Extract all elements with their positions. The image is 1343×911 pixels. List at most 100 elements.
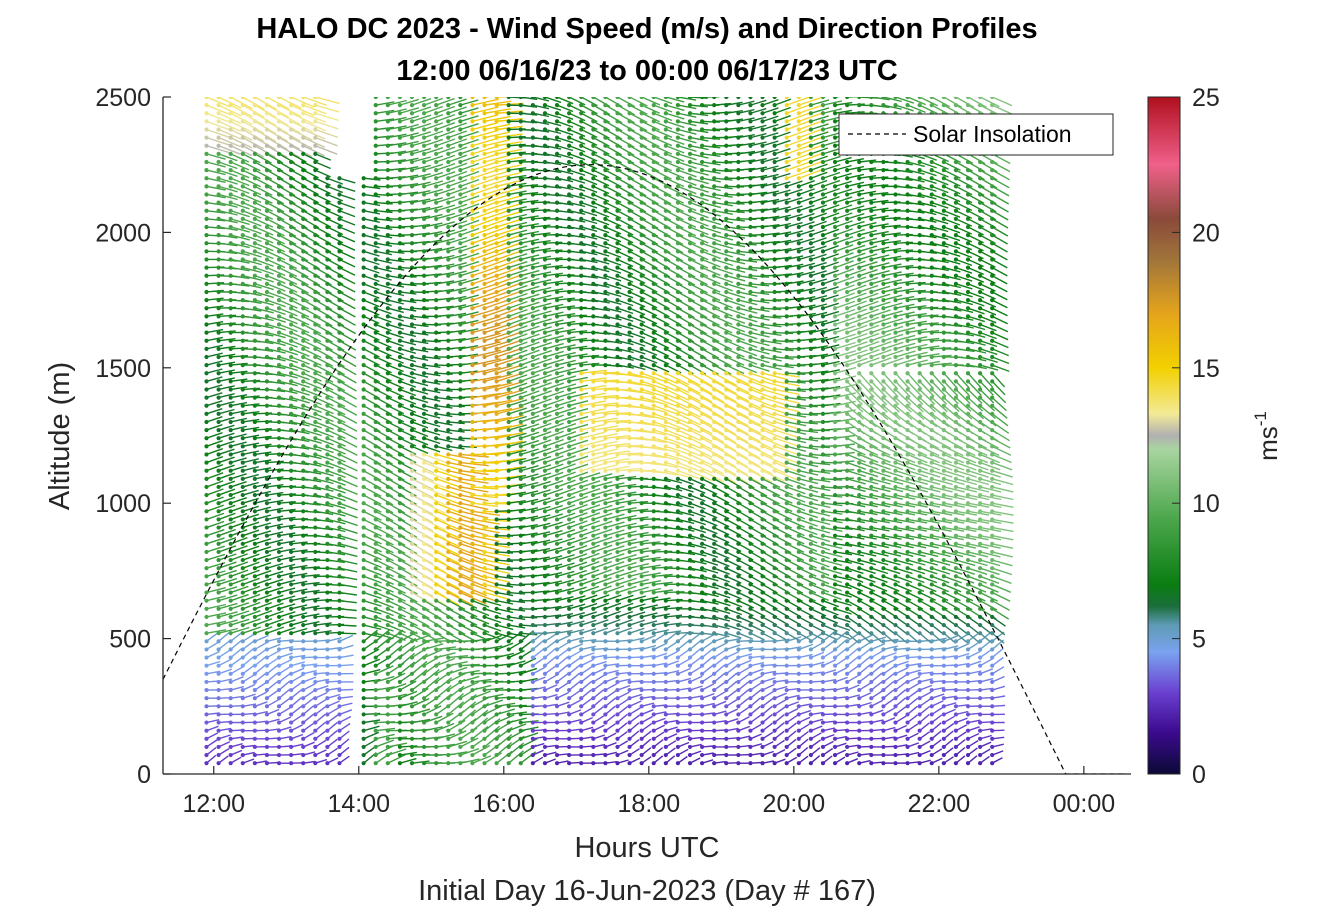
wind-barb [556, 520, 576, 529]
wind-barb-point [434, 281, 439, 286]
wind-barb [375, 745, 394, 756]
wind-barb-point [554, 151, 560, 156]
wind-barb-point [409, 168, 415, 173]
wind-barb-point [361, 419, 366, 425]
wind-barb-point [337, 712, 342, 717]
wind-barb [411, 348, 429, 353]
wind-barb-point [409, 298, 415, 303]
wind-barb-point [494, 249, 499, 254]
wind-barb-point [446, 387, 451, 392]
wind-barb-point [204, 460, 209, 465]
wind-barb [303, 605, 320, 610]
wind-barb-point [421, 354, 427, 360]
wind-barb [375, 250, 393, 256]
wind-barb-point [542, 298, 548, 303]
wind-barb [363, 461, 382, 473]
wind-barb [266, 539, 284, 545]
wind-barb-point [421, 306, 427, 311]
wind-barb [254, 562, 272, 569]
wind-barb-point [446, 330, 451, 335]
wind-barb-point [385, 387, 390, 392]
wind-barb [544, 463, 564, 472]
wind-barb [460, 170, 480, 179]
wind-barb [556, 504, 576, 512]
wind-barb [278, 619, 296, 626]
wind-barb [387, 176, 406, 179]
wind-barb-point [530, 306, 535, 311]
wind-barb [411, 708, 431, 716]
wind-barb [302, 299, 321, 311]
wind-barb [399, 751, 418, 756]
wind-barb-point [373, 257, 378, 262]
wind-barb-point [458, 525, 463, 530]
wind-barb-point [446, 744, 451, 750]
wind-barb-point [361, 444, 366, 449]
wind-barb-point [361, 606, 366, 611]
wind-barb-point [264, 143, 270, 148]
wind-barb-point [385, 97, 390, 100]
wind-barb-point [446, 476, 451, 481]
wind-barb-point [530, 427, 535, 433]
wind-barb [242, 545, 260, 553]
wind-barb [254, 570, 272, 577]
wind-barb-point [554, 460, 560, 465]
wind-barb-point [216, 338, 221, 343]
wind-barb [556, 328, 576, 334]
wind-barb-point [313, 346, 318, 351]
wind-barb [484, 373, 513, 383]
wind-barb-point [216, 452, 221, 457]
wind-barb [290, 705, 302, 715]
wind-barb-point [397, 224, 403, 230]
wind-barb [230, 185, 250, 195]
wind-barb-point [276, 704, 282, 709]
wind-barb [290, 323, 310, 334]
wind-barb-point [289, 484, 294, 490]
wind-barb-point [385, 663, 390, 668]
wind-barb [290, 681, 303, 691]
wind-barb-point [409, 273, 415, 278]
wind-barb-point [434, 476, 439, 481]
wind-barb-point [228, 427, 233, 433]
wind-barb [544, 342, 564, 350]
wind-barb-point [373, 598, 378, 603]
wind-barb [532, 128, 550, 133]
wind-barb [580, 602, 598, 610]
wind-barb [435, 204, 456, 212]
wind-barb-point [325, 549, 330, 555]
wind-barb-point [313, 541, 318, 546]
wind-barb-point [470, 671, 475, 676]
wind-barb [206, 305, 224, 309]
wind-barb-point [409, 761, 415, 766]
wind-barb [399, 388, 417, 397]
wind-barb [206, 376, 223, 383]
wind-barb [230, 561, 249, 569]
wind-barb [230, 112, 253, 126]
wind-barb [363, 185, 381, 190]
wind-barb [484, 725, 501, 740]
wind-barb-point [276, 151, 282, 156]
wind-barb-point [518, 517, 523, 522]
wind-barb-point [204, 127, 209, 132]
wind-barb-point [385, 184, 390, 189]
wind-barb-point [567, 103, 572, 108]
wind-barb-point [530, 257, 535, 262]
wind-barb-point [518, 590, 523, 595]
wind-barb-point [518, 330, 523, 335]
wind-barb-point [579, 501, 584, 506]
wind-barb [532, 556, 550, 561]
wind-barb-point [434, 411, 439, 416]
wind-barb-point [373, 468, 378, 473]
wind-barb-point [567, 362, 572, 368]
wind-barb-point [542, 184, 548, 189]
wind-barb [375, 193, 393, 197]
wind-barb [532, 145, 550, 149]
wind-barb-point [567, 306, 572, 311]
wind-barb [532, 531, 551, 537]
wind-barb-point [554, 127, 560, 132]
wind-barb [327, 637, 342, 642]
wind-barb-point [252, 249, 257, 254]
wind-barb [544, 185, 562, 189]
wind-barb [556, 447, 577, 456]
wind-barb-point [252, 265, 257, 270]
wind-barb-point [252, 159, 257, 165]
